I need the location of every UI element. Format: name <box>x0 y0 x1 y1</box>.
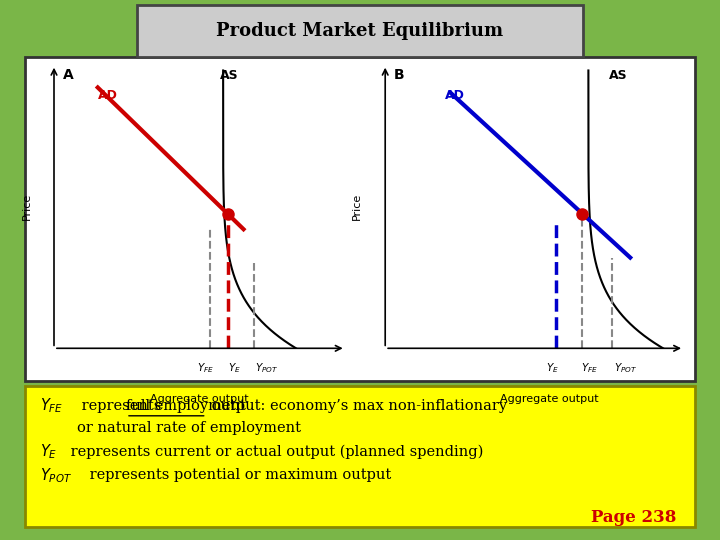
Text: Product Market Equilibrium: Product Market Equilibrium <box>217 22 503 40</box>
Text: $Y_{FE}$: $Y_{FE}$ <box>197 361 214 375</box>
Text: AS: AS <box>609 69 628 82</box>
Text: AD: AD <box>445 89 465 102</box>
Text: $Y_{FE}$: $Y_{FE}$ <box>581 361 598 375</box>
Text: $Y_{E}$: $Y_{E}$ <box>546 361 559 375</box>
Text: or natural rate of employment: or natural rate of employment <box>77 421 301 435</box>
Text: represents current or actual output (planned spending): represents current or actual output (pla… <box>66 445 483 459</box>
FancyBboxPatch shape <box>25 386 695 526</box>
Text: $Y_{E}$: $Y_{E}$ <box>40 443 57 461</box>
Text: Aggregate output: Aggregate output <box>500 394 599 404</box>
Text: B: B <box>394 68 405 82</box>
Text: AS: AS <box>220 69 239 82</box>
Text: $Y_{POT}$: $Y_{POT}$ <box>255 361 279 375</box>
Text: Page 238: Page 238 <box>591 509 676 526</box>
Text: $Y_{FE}$: $Y_{FE}$ <box>40 397 63 415</box>
Text: output: economy’s max non-inflationary: output: economy’s max non-inflationary <box>207 399 507 413</box>
FancyBboxPatch shape <box>25 57 695 381</box>
Text: represents: represents <box>77 399 166 413</box>
Text: represents potential or maximum output: represents potential or maximum output <box>85 468 391 482</box>
Text: Price: Price <box>352 193 362 220</box>
Text: A: A <box>63 68 73 82</box>
FancyBboxPatch shape <box>137 5 583 57</box>
Text: Aggregate output: Aggregate output <box>150 394 249 404</box>
Text: $Y_{POT}$: $Y_{POT}$ <box>614 361 637 375</box>
Text: $Y_{E}$: $Y_{E}$ <box>228 361 241 375</box>
Text: full employment: full employment <box>126 399 246 413</box>
Text: AD: AD <box>98 89 117 102</box>
Text: $Y_{POT}$: $Y_{POT}$ <box>40 466 72 484</box>
Text: Price: Price <box>22 193 32 220</box>
